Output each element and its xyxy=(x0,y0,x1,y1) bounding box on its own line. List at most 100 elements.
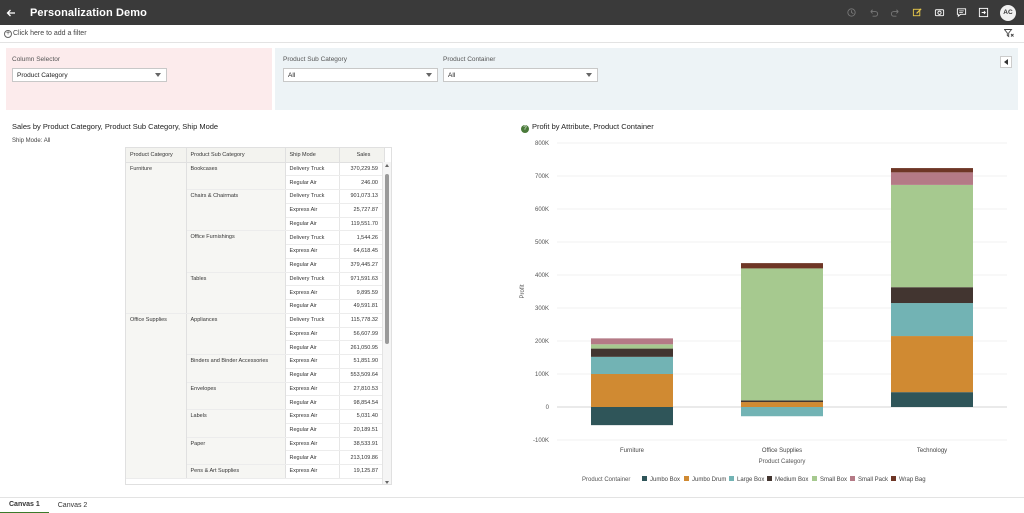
legend-swatch[interactable] xyxy=(767,476,772,481)
legend-swatch[interactable] xyxy=(729,476,734,481)
legend-swatch[interactable] xyxy=(850,476,855,481)
legend-item[interactable]: Small Box xyxy=(820,477,847,483)
table-row[interactable]: Office Supplies Appliances Delivery Truck 1… xyxy=(126,313,384,479)
add-filter-button[interactable]: + Click here to add a filter xyxy=(4,29,87,38)
bar-segment[interactable] xyxy=(741,263,823,269)
sub-category-cell: Binders and Binder Accessories xyxy=(186,354,286,383)
bar-segment[interactable] xyxy=(591,348,673,357)
filter-clear-icon[interactable] xyxy=(1004,29,1014,38)
table-row[interactable]: Regular Air 98,854.54 xyxy=(126,395,384,410)
bar-segment[interactable] xyxy=(891,287,973,304)
ship-mode-cell: Express Air xyxy=(285,285,340,300)
column-selector-panel: Column Selector Product Category xyxy=(6,48,272,110)
table-row[interactable]: Binders and Binder Accessories Express Ai… xyxy=(126,354,384,383)
scroll-up-icon[interactable] xyxy=(385,164,389,167)
bar-segment[interactable] xyxy=(591,338,673,345)
export-button[interactable] xyxy=(972,0,994,25)
table-row[interactable]: Envelopes Express Air 27,810.53 xyxy=(126,382,384,410)
y-tick-label: 100K xyxy=(535,372,549,378)
table-row[interactable]: Express Air 25,727.87 xyxy=(126,203,384,218)
bar-segment[interactable] xyxy=(891,392,973,407)
legend-item[interactable]: Medium Box xyxy=(775,477,808,483)
undo-icon xyxy=(869,9,878,17)
sales-cell: 38,533.91 xyxy=(339,437,384,452)
table-row[interactable]: Regular Air 49,591.81 xyxy=(126,299,384,314)
column-header[interactable]: Product Category xyxy=(126,148,187,163)
product-container-label: Product Container xyxy=(443,56,496,63)
ship-mode-cell: Delivery Truck xyxy=(285,189,340,204)
table-row[interactable]: Labels Express Air 5,031.40 xyxy=(126,409,384,438)
table-row[interactable]: Regular Air 213,109.86 xyxy=(126,450,384,465)
bar-segment[interactable] xyxy=(741,268,823,401)
column-header[interactable]: Sales xyxy=(339,148,385,163)
ship-mode-cell: Express Air xyxy=(285,464,340,479)
sales-cell: 261,050.95 xyxy=(339,340,384,355)
legend-swatch[interactable] xyxy=(642,476,647,481)
legend-item[interactable]: Large Box xyxy=(737,477,764,483)
table-row[interactable]: Express Air 56,607.99 xyxy=(126,327,384,342)
scroll-down-icon[interactable] xyxy=(385,481,389,484)
back-button[interactable] xyxy=(0,0,22,25)
table-row[interactable]: Express Air 64,618.45 xyxy=(126,244,384,259)
avatar[interactable]: AC xyxy=(1000,4,1016,21)
table-row[interactable]: Office Furnishings Delivery Truck 1,544.26 xyxy=(126,230,384,273)
table-row[interactable]: Furniture Bookcases Delivery Truck 370,229.… xyxy=(126,162,384,314)
table-row[interactable]: Tables Delivery Truck 971,591.63 xyxy=(126,272,384,314)
filter-controls-panel: Product Sub Category All Product Contain… xyxy=(275,48,1018,110)
table-row[interactable]: Regular Air 261,050.95 xyxy=(126,340,384,355)
bar-segment[interactable] xyxy=(591,374,673,407)
legend-swatch[interactable] xyxy=(891,476,896,481)
y-tick-label: 500K xyxy=(535,240,549,246)
camera-button[interactable] xyxy=(928,0,950,25)
table-row[interactable]: Regular Air 119,551.70 xyxy=(126,217,384,232)
table-row[interactable]: Regular Air 553,509.64 xyxy=(126,368,384,383)
undo-history-button[interactable] xyxy=(840,0,862,25)
tab-canvas-1[interactable]: Canvas 1 xyxy=(0,498,49,513)
table-row[interactable]: Pens & Art Supplies Express Air 19,125.87 xyxy=(126,464,384,479)
table-row[interactable]: Regular Air 20,189.51 xyxy=(126,423,384,438)
legend-item[interactable]: Jumbo Drum xyxy=(692,477,726,483)
product-sub-category-dropdown[interactable]: All xyxy=(283,68,438,82)
redo-button[interactable] xyxy=(884,0,906,25)
bar-segment[interactable] xyxy=(891,303,973,337)
info-icon[interactable]: ? xyxy=(521,125,529,133)
column-header[interactable]: Ship Mode xyxy=(285,148,340,163)
bar-segment[interactable] xyxy=(891,336,973,393)
tab-canvas-2[interactable]: Canvas 2 xyxy=(57,502,88,509)
bar-segment[interactable] xyxy=(741,407,823,417)
legend-item[interactable]: Small Pack xyxy=(858,477,889,483)
sub-category-cell: Office Furnishings xyxy=(186,230,286,273)
bar-segment[interactable] xyxy=(591,356,673,374)
table-row[interactable]: Chairs & Chairmats Delivery Truck 901,073.… xyxy=(126,189,384,232)
bar-segment[interactable] xyxy=(741,402,823,407)
table-row[interactable]: Regular Air 379,445.27 xyxy=(126,258,384,273)
bar-segment[interactable] xyxy=(891,172,973,185)
bar-segment[interactable] xyxy=(591,407,673,426)
bar-segment[interactable] xyxy=(741,400,823,403)
column-header[interactable]: Product Sub Category xyxy=(186,148,286,163)
edit-button[interactable] xyxy=(906,0,928,25)
sub-category-cell: Tables xyxy=(186,272,286,314)
table-row[interactable]: Paper Express Air 38,533.91 xyxy=(126,437,384,465)
bar-segment[interactable] xyxy=(891,168,973,173)
ship-mode-cell: Regular Air xyxy=(285,423,340,438)
column-selector-dropdown[interactable]: Product Category xyxy=(12,68,167,82)
comment-button[interactable] xyxy=(950,0,972,25)
legend-title: Product Container xyxy=(582,477,630,483)
scroll-thumb[interactable] xyxy=(385,174,389,344)
sales-cell: 27,810.53 xyxy=(339,382,384,397)
bar-segment[interactable] xyxy=(891,184,973,288)
undo-history-icon xyxy=(846,8,856,17)
legend-item[interactable]: Jumbo Box xyxy=(650,477,680,483)
sales-cell: 98,854.54 xyxy=(339,395,384,410)
product-container-dropdown[interactable]: All xyxy=(443,68,598,82)
collapse-panel-button[interactable] xyxy=(1000,56,1012,68)
undo-button[interactable] xyxy=(862,0,884,25)
legend-swatch[interactable] xyxy=(812,476,817,481)
table-scrollbar[interactable] xyxy=(382,162,391,484)
bar-segment[interactable] xyxy=(591,344,673,349)
table-row[interactable]: Regular Air 246.00 xyxy=(126,175,384,190)
table-row[interactable]: Express Air 9,895.59 xyxy=(126,285,384,300)
legend-swatch[interactable] xyxy=(684,476,689,481)
legend-item[interactable]: Wrap Bag xyxy=(899,477,926,483)
